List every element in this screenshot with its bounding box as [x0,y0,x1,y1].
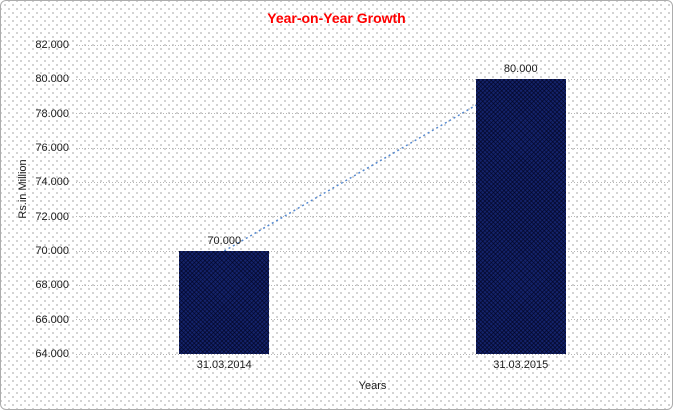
y-tick-label: 64.000 [35,348,69,360]
y-tick-label: 70.000 [35,245,69,257]
y-tick-label: 80.000 [35,73,69,86]
y-tick-label: 76.000 [35,142,69,154]
gridline [76,181,669,183]
gridline [76,44,669,46]
gridline [76,319,669,321]
x-axis-title: Years [358,380,387,392]
gridline [76,147,669,149]
gridline [76,284,669,286]
y-tick-label: 74.000 [35,176,69,189]
y-tick-label: 72.000 [35,210,69,223]
bar-31.03.2014 [179,251,270,354]
bar-31.03.2015 [475,79,566,354]
y-tick-label: 78.000 [35,107,69,120]
x-tick-label: 31.03.2015 [493,359,549,371]
bar-value-label: 80.000 [503,63,538,76]
gridline [76,250,669,252]
gridline [76,216,669,218]
gridline [76,353,669,355]
y-tick-label: 82.000 [35,39,69,51]
bar-value-label: 70.000 [207,235,242,247]
y-tick-label: 66.000 [35,313,69,326]
chart-title: Year-on-Year Growth [267,10,406,26]
gridline [76,113,669,115]
plot-area: 70.000 80.000 [76,44,669,355]
gridline [76,78,669,80]
x-tick-label: 31.03.2014 [196,359,252,371]
trendline [223,78,522,252]
y-tick-label: 68.000 [35,279,69,292]
